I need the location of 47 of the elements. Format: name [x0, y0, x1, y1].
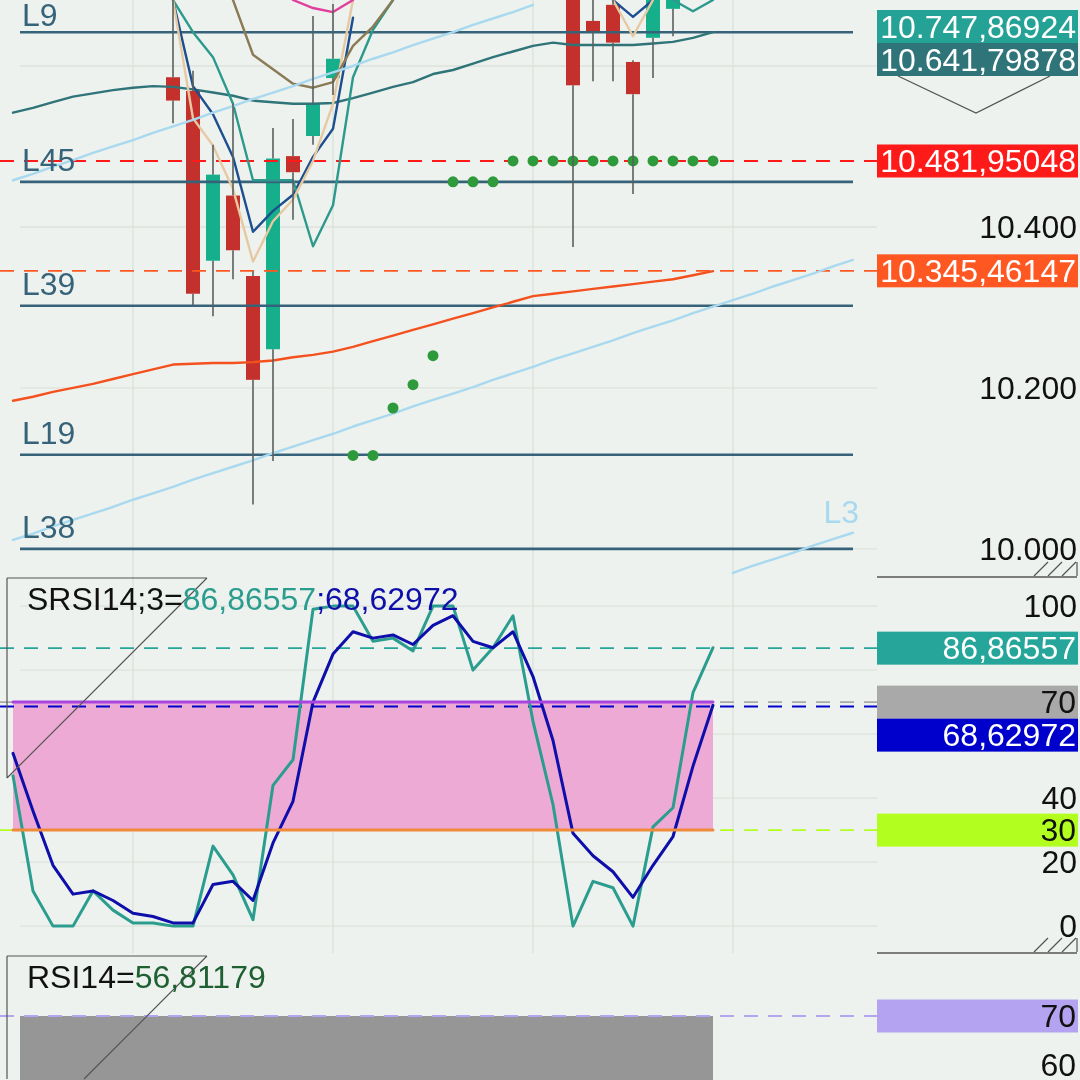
point: [667, 155, 679, 167]
ref-line-label: 10.481,95048: [880, 142, 1076, 179]
point: [707, 155, 719, 167]
line-series: [231, 0, 395, 89]
point: [547, 155, 559, 167]
point: [467, 176, 479, 188]
point: [647, 155, 659, 167]
candlestick: [306, 15, 320, 146]
candlestick: [226, 103, 240, 281]
candlestick: [246, 270, 260, 506]
point: [687, 155, 699, 167]
candlestick: [606, 0, 620, 83]
ref-line-label: L19: [22, 414, 76, 451]
text: 70: [1040, 998, 1076, 1034]
ref-line-label: 10.345,46147: [880, 252, 1076, 289]
y-tick-label: 0: [1059, 908, 1077, 945]
ref-line-label: L9: [22, 0, 58, 33]
candlestick: [266, 127, 280, 462]
point: [607, 155, 619, 167]
text: 10.747,86924: [880, 8, 1076, 45]
ref-line-label: 86,86557: [942, 630, 1076, 667]
ref-line-label: L39: [22, 265, 76, 302]
point: [347, 450, 359, 461]
point: [407, 379, 419, 391]
point: [487, 176, 499, 188]
line-series: [11, 3, 535, 182]
text: 10.641,79878: [880, 41, 1076, 78]
point: [367, 450, 379, 461]
line-series: [11, 30, 715, 114]
series-label: L3: [823, 493, 859, 530]
candlestick: [186, 70, 200, 307]
text: 60: [1040, 1047, 1076, 1080]
y-tick-label: 10.000: [979, 530, 1077, 567]
candlestick: [206, 144, 220, 318]
ref-line-label: L38: [22, 508, 76, 545]
y-tick-label: 10.200: [979, 369, 1077, 406]
chart-title: SRSI14;3=86,86557;68,62972: [27, 581, 459, 617]
point: [387, 402, 399, 414]
y-tick-label: 10.400: [979, 208, 1077, 245]
point: [427, 350, 439, 362]
line-series: [731, 531, 855, 575]
point: [507, 155, 519, 167]
point: [587, 155, 599, 167]
candlestick: [166, 0, 180, 124]
point: [447, 176, 459, 188]
y-tick-label: 100: [1023, 588, 1077, 625]
point: [527, 155, 539, 167]
